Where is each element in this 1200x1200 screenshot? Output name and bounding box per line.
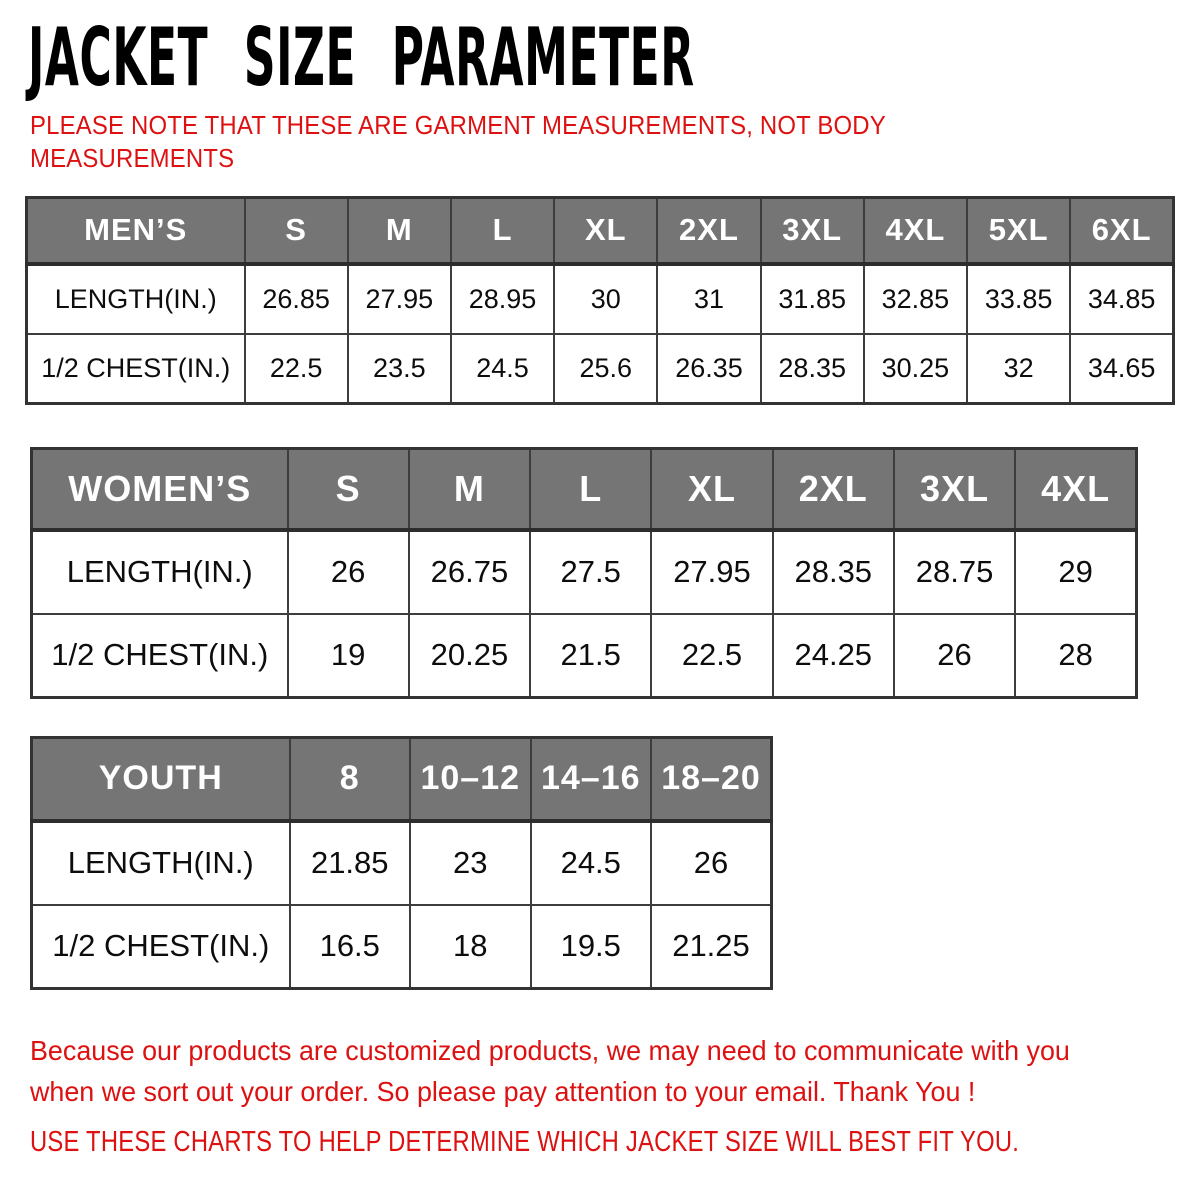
size-header-cell: S (243, 196, 349, 266)
size-value-cell: 28.35 (759, 332, 865, 405)
size-value-cell: 26.75 (407, 528, 532, 615)
table-row: 1/2 CHEST(IN.) 22.5 23.5 24.5 25.6 26.35 28.35… (25, 332, 1175, 405)
row-label-cell: LENGTH(IN.) (25, 262, 246, 335)
size-value-cell: 24.5 (529, 819, 652, 906)
size-value-cell: 26 (286, 528, 410, 615)
size-header-cell: XL (553, 196, 659, 266)
size-value-cell: 24.25 (771, 612, 895, 699)
note-line-1: PLEASE NOTE THAT THESE ARE GARMENT MEASU… (30, 110, 886, 140)
size-value-cell: 21.85 (288, 819, 411, 906)
table-title-cell: MEN’S (25, 196, 246, 266)
youth-size-table: YOUTH 8 10–12 14–16 18–20 LENGTH(IN.) 21.85 23 2… (30, 736, 773, 990)
size-value-cell: 25.6 (553, 332, 659, 405)
size-value-cell: 16.5 (288, 903, 411, 990)
row-label-cell: LENGTH(IN.) (30, 819, 291, 906)
size-value-cell: 27.5 (529, 528, 653, 615)
womens-size-table: WOMEN’S S M L XL 2XL 3XL 4XL LENGTH(IN.) 26 26.75 2… (30, 447, 1138, 699)
size-value-cell: 30 (553, 262, 659, 335)
size-header-cell: M (407, 447, 532, 532)
size-value-cell: 23.5 (346, 332, 452, 405)
size-value-cell: 32 (966, 332, 1072, 405)
size-value-cell: 21.5 (529, 612, 653, 699)
size-header-cell: 5XL (966, 196, 1072, 266)
size-value-cell: 28 (1014, 612, 1138, 699)
size-value-cell: 26 (892, 612, 1017, 699)
note-line-2: MEASUREMENTS (30, 143, 235, 173)
men-table: MEN’S S M L XL 2XL 3XL 4XL 5XL 6XL LENGTH(IN.) 26.8… (25, 196, 1175, 405)
size-value-cell: 26 (650, 819, 773, 906)
fit-advice-text: USE THESE CHARTS TO HELP DETERMINE WHICH… (30, 1126, 1020, 1158)
size-value-cell: 28.75 (892, 528, 1017, 615)
size-value-cell: 26.85 (243, 262, 349, 335)
size-value-cell: 33.85 (966, 262, 1072, 335)
size-header-cell: 18–20 (650, 736, 773, 823)
size-value-cell: 19.5 (529, 903, 652, 990)
women-table: WOMEN’S S M L XL 2XL 3XL 4XL LENGTH(IN.) 26 26.75 2… (30, 447, 1138, 699)
notice-line-1: Because our products are customized prod… (30, 1035, 1070, 1066)
size-value-cell: 19 (286, 612, 410, 699)
mens-size-table: MEN’S S M L XL 2XL 3XL 4XL 5XL 6XL LENGTH(IN.) 26.8… (25, 196, 1175, 405)
size-header-cell: XL (650, 447, 774, 532)
size-header-cell: 3XL (759, 196, 865, 266)
size-value-cell: 20.25 (407, 612, 532, 699)
notice-line-2: when we sort out your order. So please p… (30, 1076, 976, 1107)
size-header-cell: L (449, 196, 556, 266)
size-value-cell: 30.25 (862, 332, 969, 405)
size-value-cell: 31 (656, 262, 762, 335)
page-title: JACKET SIZE PARAMETER (28, 11, 695, 104)
size-header-cell: 8 (288, 736, 411, 823)
size-value-cell: 24.5 (449, 332, 556, 405)
table-row: 1/2 CHEST(IN.) 19 20.25 21.5 22.5 24.25 26 28 (30, 612, 1138, 699)
size-value-cell: 22.5 (650, 612, 774, 699)
size-value-cell: 18 (409, 903, 532, 990)
size-header-cell: 2XL (771, 447, 895, 532)
size-value-cell: 28.35 (771, 528, 895, 615)
size-header-cell: M (346, 196, 452, 266)
size-value-cell: 26.35 (656, 332, 762, 405)
table-title-cell: WOMEN’S (30, 447, 289, 532)
size-header-row: WOMEN’S S M L XL 2XL 3XL 4XL (30, 447, 1138, 532)
size-header-cell: 4XL (1014, 447, 1138, 532)
size-header-row: MEN’S S M L XL 2XL 3XL 4XL 5XL 6XL (25, 196, 1175, 266)
table-row: LENGTH(IN.) 26 26.75 27.5 27.95 28.35 28.75 29 (30, 528, 1138, 615)
size-value-cell: 21.25 (650, 903, 773, 990)
table-row: LENGTH(IN.) 26.85 27.95 28.95 30 31 31.85 32.85… (25, 262, 1175, 335)
size-header-cell: 4XL (862, 196, 969, 266)
size-value-cell: 27.95 (346, 262, 452, 335)
garment-measurement-note: PLEASE NOTE THAT THESE ARE GARMENT MEASU… (30, 109, 960, 175)
customization-notice: Because our products are customized prod… (30, 1030, 1113, 1112)
size-header-cell: L (529, 447, 653, 532)
size-header-row: YOUTH 8 10–12 14–16 18–20 (30, 736, 773, 823)
size-value-cell: 34.65 (1069, 332, 1175, 405)
size-header-cell: 3XL (892, 447, 1017, 532)
row-label-cell: 1/2 CHEST(IN.) (30, 903, 291, 990)
size-value-cell: 22.5 (243, 332, 349, 405)
size-value-cell: 34.85 (1069, 262, 1175, 335)
row-label-cell: LENGTH(IN.) (30, 528, 289, 615)
size-value-cell: 28.95 (449, 262, 556, 335)
row-label-cell: 1/2 CHEST(IN.) (25, 332, 246, 405)
size-header-cell: 6XL (1069, 196, 1175, 266)
size-header-cell: 14–16 (529, 736, 652, 823)
size-header-cell: 10–12 (409, 736, 532, 823)
size-value-cell: 32.85 (862, 262, 969, 335)
size-header-cell: 2XL (656, 196, 762, 266)
youth-table: YOUTH 8 10–12 14–16 18–20 LENGTH(IN.) 21.85 23 2… (30, 736, 773, 990)
table-row: 1/2 CHEST(IN.) 16.5 18 19.5 21.25 (30, 903, 773, 990)
size-header-cell: S (286, 447, 410, 532)
table-row: LENGTH(IN.) 21.85 23 24.5 26 (30, 819, 773, 906)
size-value-cell: 23 (409, 819, 532, 906)
size-value-cell: 29 (1014, 528, 1138, 615)
size-value-cell: 31.85 (759, 262, 865, 335)
row-label-cell: 1/2 CHEST(IN.) (30, 612, 289, 699)
table-title-cell: YOUTH (30, 736, 291, 823)
size-value-cell: 27.95 (650, 528, 774, 615)
